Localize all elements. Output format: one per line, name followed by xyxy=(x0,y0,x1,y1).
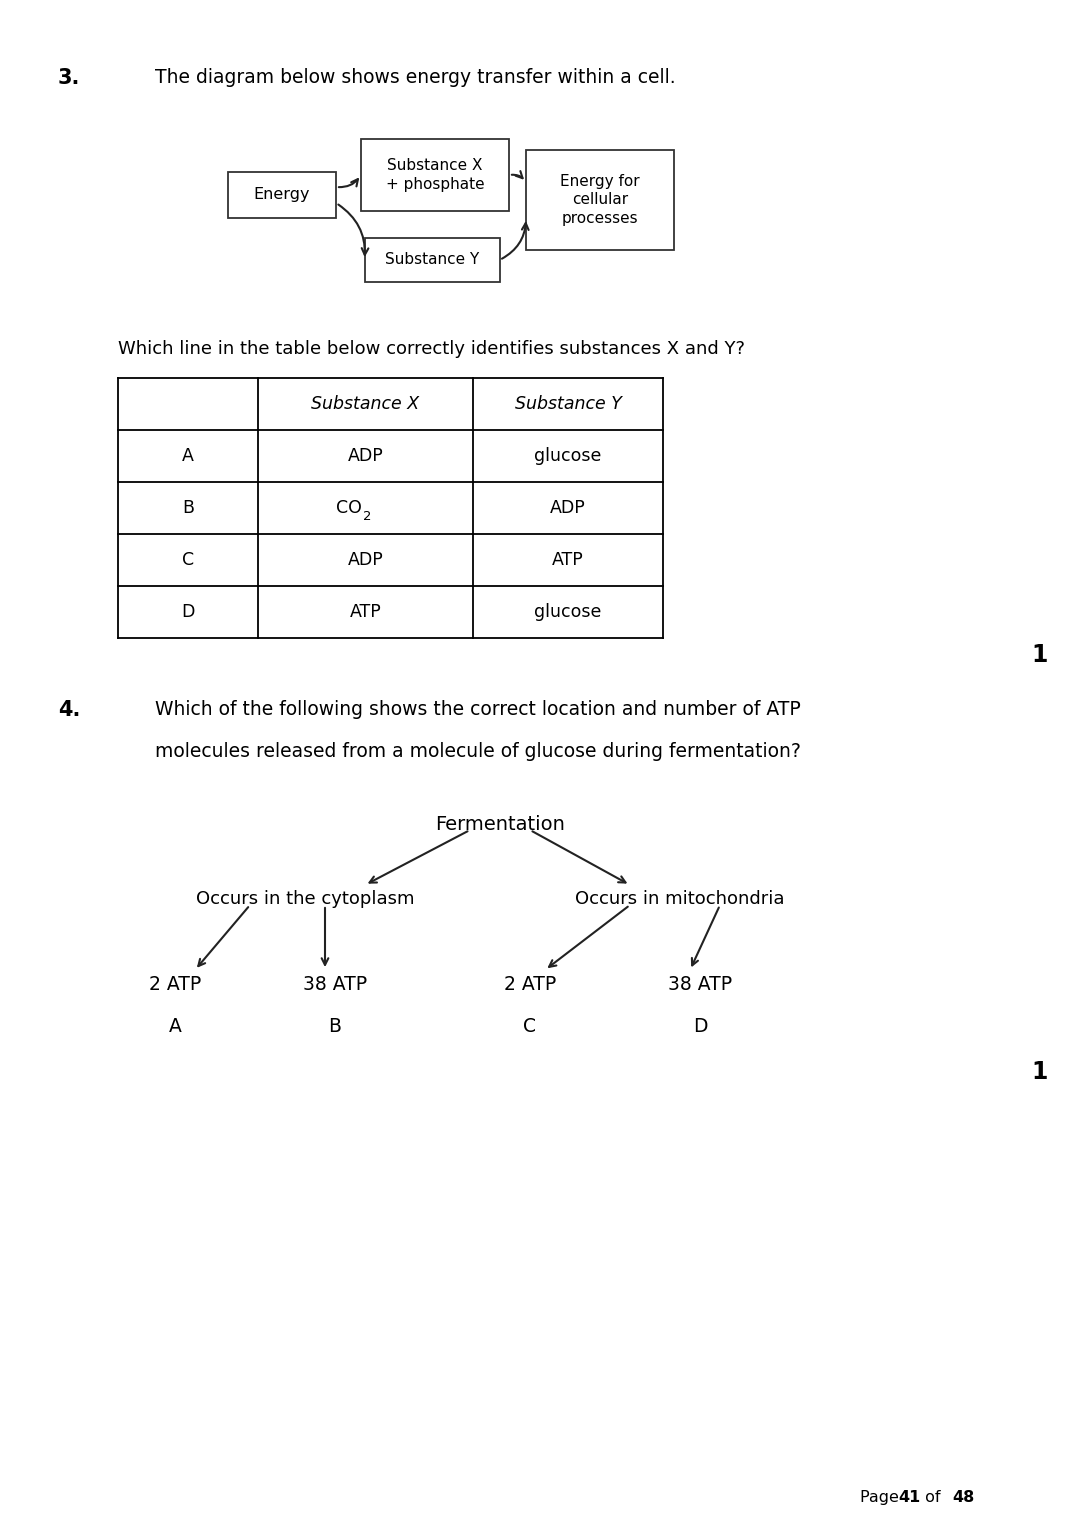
Text: D: D xyxy=(181,603,194,621)
Text: A: A xyxy=(168,1017,181,1035)
Text: ADP: ADP xyxy=(348,551,383,570)
Text: 2: 2 xyxy=(364,510,372,524)
Text: Energy: Energy xyxy=(254,188,310,203)
Text: B: B xyxy=(183,499,194,518)
Text: 38 ATP: 38 ATP xyxy=(302,976,367,994)
Text: glucose: glucose xyxy=(535,603,602,621)
Text: ADP: ADP xyxy=(348,447,383,466)
Text: Occurs in mitochondria: Occurs in mitochondria xyxy=(576,890,785,909)
Text: The diagram below shows energy transfer within a cell.: The diagram below shows energy transfer … xyxy=(156,69,676,87)
Text: CO: CO xyxy=(336,499,362,518)
Text: Fermentation: Fermentation xyxy=(435,815,565,834)
Text: 1: 1 xyxy=(1031,643,1049,667)
Text: 41: 41 xyxy=(897,1490,920,1506)
Text: Substance Y: Substance Y xyxy=(384,252,480,267)
Text: Page: Page xyxy=(860,1490,904,1506)
Text: 38 ATP: 38 ATP xyxy=(667,976,732,994)
Text: 2 ATP: 2 ATP xyxy=(504,976,556,994)
Text: D: D xyxy=(692,1017,707,1035)
Text: molecules released from a molecule of glucose during fermentation?: molecules released from a molecule of gl… xyxy=(156,742,801,760)
Text: ADP: ADP xyxy=(550,499,585,518)
Text: Substance X: Substance X xyxy=(311,395,419,412)
Text: ATP: ATP xyxy=(350,603,381,621)
Text: ATP: ATP xyxy=(552,551,584,570)
FancyBboxPatch shape xyxy=(361,139,509,211)
Text: C: C xyxy=(524,1017,537,1035)
Text: 2 ATP: 2 ATP xyxy=(149,976,201,994)
Text: 1: 1 xyxy=(1031,1060,1049,1084)
Text: Which of the following shows the correct location and number of ATP: Which of the following shows the correct… xyxy=(156,699,800,719)
Text: Substance X
+ phosphate: Substance X + phosphate xyxy=(386,159,484,192)
FancyBboxPatch shape xyxy=(365,238,499,282)
Text: A: A xyxy=(183,447,194,466)
Text: 4.: 4. xyxy=(58,699,80,721)
Text: Energy for
cellular
processes: Energy for cellular processes xyxy=(561,174,639,226)
Text: Which line in the table below correctly identifies substances X and Y?: Which line in the table below correctly … xyxy=(118,341,745,357)
Text: of: of xyxy=(920,1490,946,1506)
Text: C: C xyxy=(181,551,194,570)
FancyBboxPatch shape xyxy=(526,150,674,250)
Text: 48: 48 xyxy=(951,1490,974,1506)
Text: glucose: glucose xyxy=(535,447,602,466)
FancyBboxPatch shape xyxy=(228,173,336,218)
Text: B: B xyxy=(328,1017,341,1035)
Text: Substance Y: Substance Y xyxy=(514,395,621,412)
Text: Occurs in the cytoplasm: Occurs in the cytoplasm xyxy=(195,890,415,909)
Text: 3.: 3. xyxy=(58,69,80,89)
